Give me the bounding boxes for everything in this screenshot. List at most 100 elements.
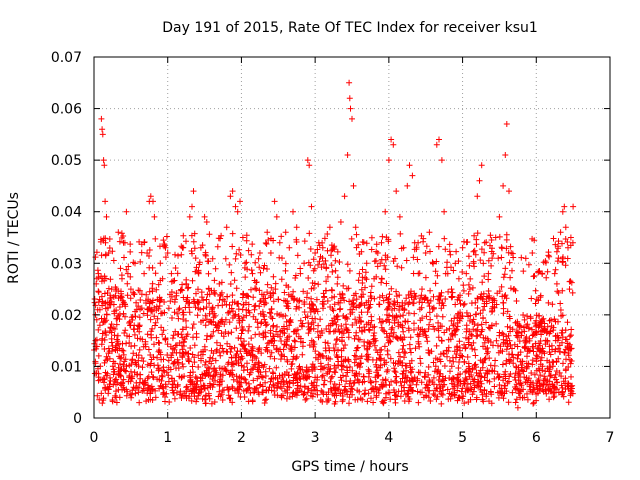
data-point [490,295,497,302]
data-point [93,316,100,323]
x-tick-label: 4 [384,430,393,446]
data-point [563,336,570,343]
data-point [352,316,359,323]
data-point [239,317,246,324]
data-point [468,331,474,338]
data-point [106,381,113,388]
data-point [196,261,203,268]
data-point [491,383,498,390]
data-point [128,391,135,398]
data-point [279,327,286,334]
data-point [267,378,274,385]
data-point [215,327,222,334]
data-point [261,400,268,406]
data-point [537,382,543,389]
data-point [390,387,397,393]
data-point [447,368,453,375]
data-point [100,157,107,164]
data-point [455,365,462,371]
data-point [227,281,234,287]
data-point [287,319,294,326]
data-point [365,366,372,373]
data-point [245,380,252,387]
data-point [356,324,363,331]
data-point [225,309,232,316]
data-point [537,328,544,335]
data-point [465,368,472,375]
data-point [437,358,444,365]
data-point [305,323,312,330]
data-point [473,241,480,248]
data-point [478,321,485,328]
data-point [177,388,184,395]
data-point [159,373,166,380]
data-point [551,270,558,277]
data-point [397,393,404,400]
data-point [314,374,321,381]
data-point [178,251,185,258]
axis-ticks: 00.010.020.030.040.050.060.070 1 2 3 4 5 6 7 [51,50,615,446]
data-point [444,270,451,277]
data-point [105,390,112,397]
data-point [386,291,393,298]
data-point [306,342,313,349]
data-point [350,182,357,189]
data-point [346,364,353,370]
data-point [223,301,230,308]
data-point [390,258,397,265]
data-point [278,311,284,318]
data-point [559,339,565,346]
data-point [235,390,242,397]
data-point [467,380,474,387]
data-point [262,322,269,329]
data-point [555,318,561,325]
data-point [306,326,313,333]
data-point [426,309,433,316]
data-point [255,255,262,262]
data-point [560,258,566,265]
data-point [226,343,233,350]
data-point [414,388,421,395]
data-point [452,301,459,308]
data-point [111,326,118,332]
data-point [474,326,481,333]
data-point [524,396,531,403]
data-point [379,233,386,240]
data-point [401,349,408,355]
data-point [425,371,432,378]
data-point [249,366,255,373]
data-point [234,300,240,307]
data-point [461,300,468,307]
data-point [187,372,194,379]
data-point [180,232,187,239]
data-point [192,304,199,311]
data-point [143,291,150,298]
data-point [417,317,424,324]
data-point [433,141,440,148]
data-point [320,381,327,388]
data-point [110,294,117,300]
data-point [214,243,221,250]
data-point [356,303,363,310]
data-point [529,326,535,333]
data-point [190,188,197,195]
data-point [438,400,445,407]
data-point [320,372,326,379]
data-point [189,203,195,210]
data-point [292,338,299,345]
data-point [158,372,165,379]
x-tick-label: 0 [90,430,99,446]
data-point [203,316,210,323]
data-point [280,346,287,353]
data-point [245,301,252,308]
data-point [377,260,384,267]
data-point [310,339,317,345]
data-point [223,348,230,355]
data-point [304,389,311,396]
data-point [367,321,374,328]
data-point [394,263,401,270]
data-point [138,355,145,361]
data-point [124,292,131,299]
data-point [387,338,394,345]
data-point [211,277,218,284]
